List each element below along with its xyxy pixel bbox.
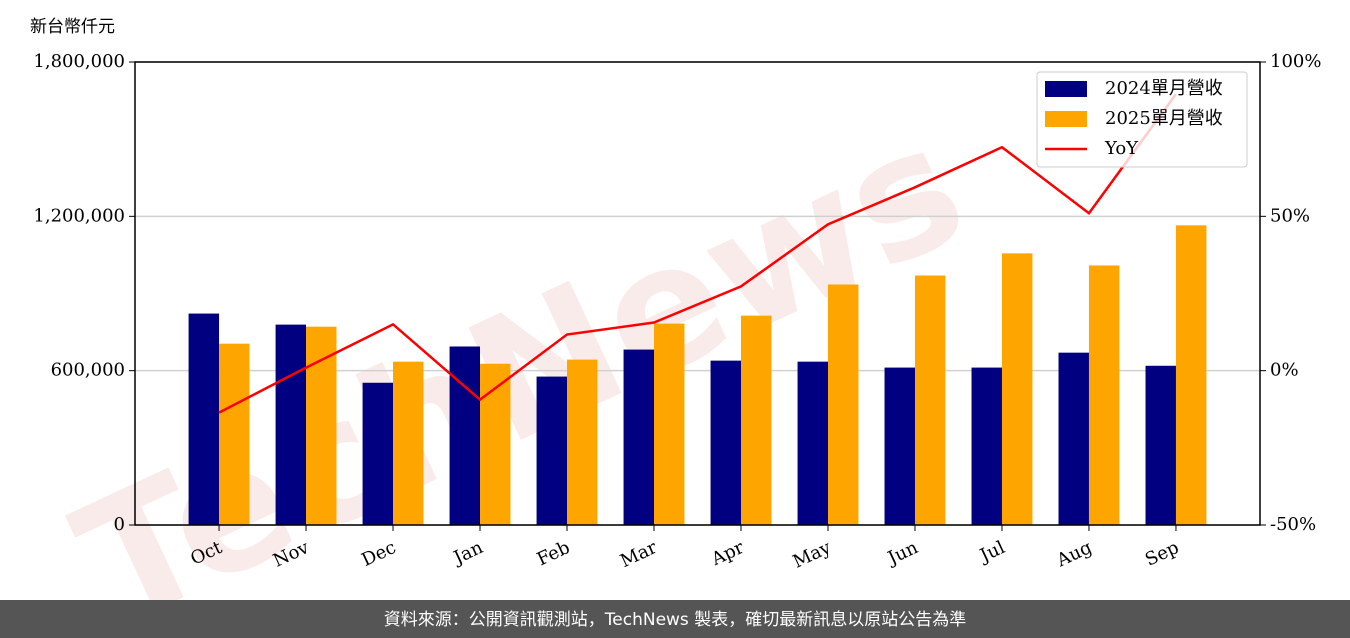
bar [306, 326, 337, 525]
y2-tick-label: -50% [1270, 514, 1316, 535]
x-tick-label: May [790, 537, 835, 573]
bar [480, 363, 511, 525]
bar [188, 313, 220, 525]
bar [740, 315, 772, 525]
x-tick-label: Jan [449, 537, 487, 570]
bar [362, 382, 394, 525]
footer-band [0, 600, 1350, 638]
y-tick-label: 0 [114, 514, 125, 535]
bar [797, 361, 828, 525]
x-tick-label: Feb [534, 537, 573, 570]
bar [623, 349, 655, 525]
bar [1175, 225, 1207, 525]
bar [275, 324, 307, 525]
bar [710, 360, 741, 525]
bar [884, 367, 915, 525]
y-tick-label: 1,800,000 [33, 51, 125, 72]
bar [1088, 265, 1120, 525]
bar [971, 367, 1002, 525]
x-tick-label: Mar [617, 537, 660, 572]
y-tick-label: 1,200,000 [33, 205, 125, 226]
legend-swatch [1045, 111, 1087, 127]
footer: 資料來源：公開資訊觀測站，TechNews 製表，確切最新訊息以原站公告為準 [384, 610, 966, 630]
bar [914, 275, 946, 525]
bar [567, 359, 598, 525]
y-axis-label: 新台幣仟元 [30, 17, 115, 37]
x-tick-label: Aug [1053, 537, 1096, 572]
x-tick-label: Jun [883, 537, 922, 570]
line [218, 93, 1177, 414]
bar [449, 346, 481, 525]
bar [536, 376, 568, 525]
bar [1145, 365, 1176, 525]
bar [827, 284, 859, 525]
legend-label: 2024單月營收 [1105, 78, 1223, 99]
x-tick-label: Apr [707, 537, 747, 571]
legend-label: YoY [1104, 138, 1139, 159]
bar [1001, 253, 1033, 525]
y2-tick-label: 100% [1270, 51, 1321, 72]
plot-frame [134, 61, 1261, 526]
y2-tick-label: 50% [1270, 205, 1310, 226]
bar [393, 361, 424, 525]
bar [1058, 352, 1089, 525]
legend-label: 2025單月營收 [1105, 108, 1223, 129]
x-tick-label: Jul [975, 537, 1008, 567]
legend-box [1036, 71, 1248, 168]
bar [219, 343, 250, 525]
y2-tick-label: 0% [1270, 360, 1299, 381]
y-tick-label: 600,000 [51, 360, 125, 381]
bar [654, 323, 685, 525]
x-tick-label: Sep [1142, 537, 1182, 571]
legend-swatch [1045, 81, 1087, 97]
